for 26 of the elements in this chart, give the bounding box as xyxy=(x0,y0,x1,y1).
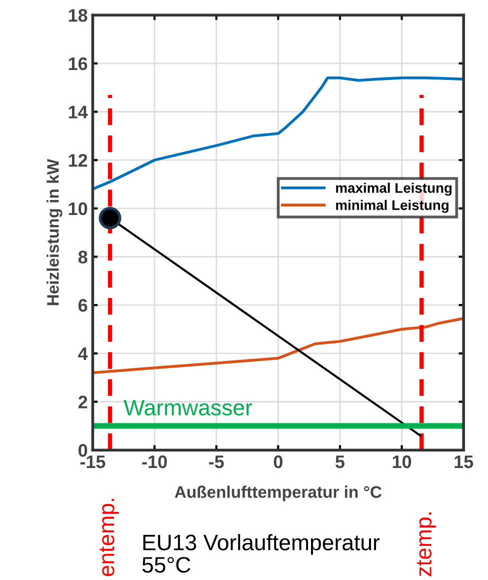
y-tick-label: 0 xyxy=(78,444,88,457)
legend-label: minimal Leistung xyxy=(336,200,448,213)
y-tick-label: 4 xyxy=(78,348,88,360)
x-tick-label: 0 xyxy=(274,455,282,468)
x-tick-label: -10 xyxy=(142,455,167,468)
x-tick-label: 15 xyxy=(454,456,474,468)
ref-line-label: Warmwasser xyxy=(124,400,252,416)
y-tick-label: 6 xyxy=(78,299,88,312)
y-tick-label: 8 xyxy=(78,250,88,264)
text: entemp. xyxy=(100,498,119,576)
y-tick-label: 10 xyxy=(68,202,88,216)
text: EU13 Vorlauftemperatur 55°C xyxy=(142,534,380,573)
y-axis-title: Heizleistung in kW xyxy=(46,158,62,306)
x-tick-label: 5 xyxy=(336,456,344,468)
x-tick-label: -15 xyxy=(80,456,106,468)
x-tick-label: 10 xyxy=(392,455,412,468)
text: ztemp. xyxy=(416,512,436,576)
y-tick-label: 18 xyxy=(68,9,88,22)
line-series xyxy=(92,316,464,374)
x-tick-label: -5 xyxy=(209,456,224,468)
y-tick-label: 2 xyxy=(78,396,88,408)
legend-label: maximal Leistung xyxy=(336,182,452,196)
x-axis-title: Außenlufttemperatur in °C xyxy=(174,486,382,502)
y-tick-label: 14 xyxy=(68,106,88,118)
y-tick-label: 16 xyxy=(68,57,88,70)
y-tick-label: 12 xyxy=(68,154,88,167)
